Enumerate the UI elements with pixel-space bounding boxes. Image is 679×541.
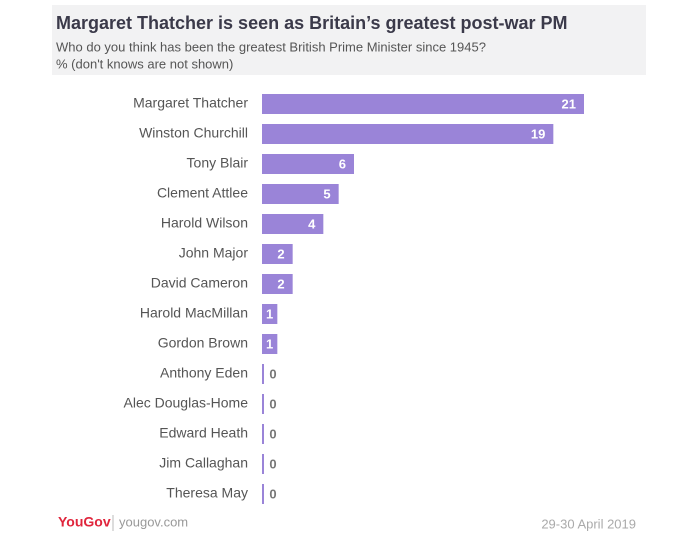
category-label: Theresa May [166, 485, 248, 501]
chart-title: Margaret Thatcher is seen as Britain’s g… [56, 13, 568, 33]
value-label: 0 [269, 456, 276, 471]
category-label: Edward Heath [159, 425, 248, 441]
value-label: 2 [277, 246, 284, 261]
value-label: 6 [339, 156, 346, 171]
site-url: yougov.com [119, 514, 188, 529]
value-label: 21 [562, 96, 576, 111]
value-label: 5 [323, 186, 330, 201]
chart-subtitle: Who do you think has been the greatest B… [56, 39, 486, 54]
value-label: 19 [531, 126, 545, 141]
brand-logo: YouGov [58, 514, 111, 530]
category-label: Harold Wilson [161, 215, 248, 231]
value-label: 0 [269, 486, 276, 501]
value-label: 1 [266, 336, 273, 351]
value-label: 1 [266, 306, 273, 321]
bar [262, 424, 264, 444]
category-label: Gordon Brown [158, 335, 248, 351]
bar [262, 364, 264, 384]
value-label: 0 [269, 396, 276, 411]
category-label: Margaret Thatcher [133, 95, 248, 111]
value-label: 0 [269, 366, 276, 381]
value-label: 4 [308, 216, 316, 231]
category-label: David Cameron [151, 275, 248, 291]
value-label: 2 [277, 276, 284, 291]
header-background [52, 5, 646, 75]
chart-subtitle: % (don't knows are not shown) [56, 56, 233, 71]
bar [262, 454, 264, 474]
bar [262, 124, 554, 144]
bar [262, 394, 264, 414]
bar [262, 214, 324, 234]
bar [262, 334, 278, 354]
category-label: Alec Douglas-Home [124, 395, 249, 411]
bar [262, 154, 354, 174]
bar [262, 304, 278, 324]
bar [262, 184, 339, 204]
survey-date: 29-30 April 2019 [541, 516, 636, 531]
category-label: Clement Attlee [157, 185, 248, 201]
category-label: Anthony Eden [160, 365, 248, 381]
category-label: John Major [179, 245, 249, 261]
category-label: Winston Churchill [139, 125, 248, 141]
bar [262, 484, 264, 504]
category-label: Tony Blair [187, 155, 249, 171]
category-label: Harold MacMillan [140, 305, 248, 321]
bar [262, 244, 293, 264]
value-label: 0 [269, 426, 276, 441]
bar [262, 94, 584, 114]
category-label: Jim Callaghan [159, 455, 248, 471]
bar [262, 274, 293, 294]
